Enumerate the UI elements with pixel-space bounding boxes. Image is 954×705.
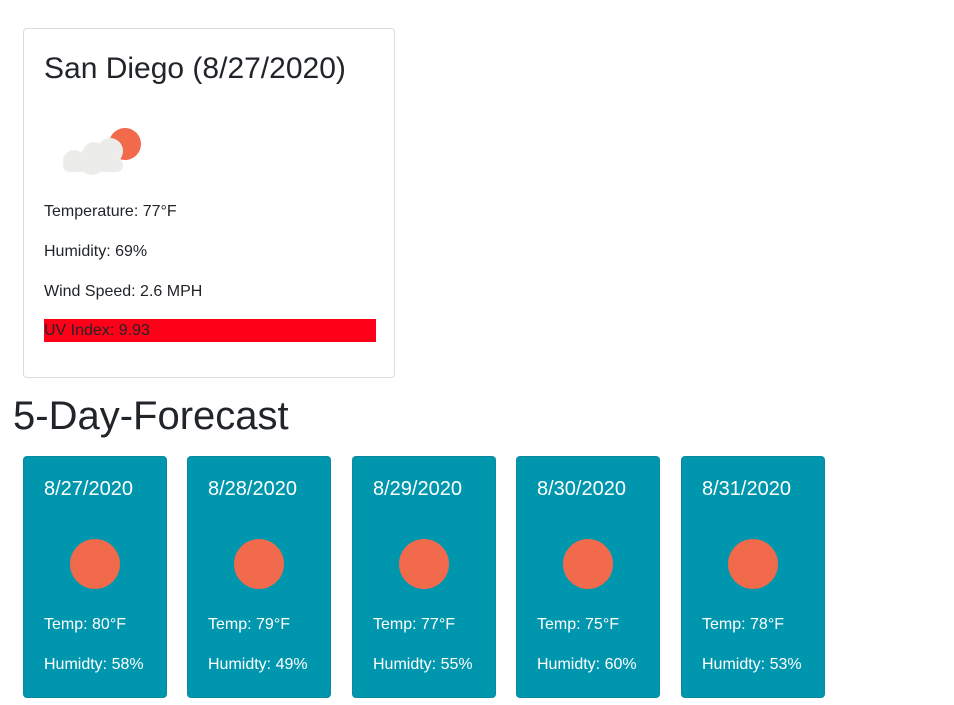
- forecast-heading: 5-Day-Forecast: [13, 394, 289, 438]
- forecast-humidity: Humidty: 55%: [373, 656, 473, 673]
- forecast-temp: Temp: 80°F: [44, 616, 126, 633]
- sun-icon: [234, 539, 284, 589]
- forecast-card: 8/29/2020 Temp: 77°F Humidty: 55%: [352, 456, 496, 698]
- forecast-card: 8/27/2020 Temp: 80°F Humidty: 58%: [23, 456, 167, 698]
- current-humidity: Humidity: 69%: [44, 243, 148, 260]
- partly-cloudy-icon: [63, 128, 141, 175]
- sun-icon: [728, 539, 778, 589]
- forecast-card: 8/31/2020 Temp: 78°F Humidty: 53%: [681, 456, 825, 698]
- forecast-date: 8/27/2020: [44, 478, 133, 500]
- city-title: San Diego (8/27/2020): [44, 52, 346, 85]
- current-wind-speed: Wind Speed: 2.6 MPH: [44, 283, 203, 300]
- sun-icon: [70, 539, 120, 589]
- forecast-date: 8/28/2020: [208, 478, 297, 500]
- forecast-date: 8/29/2020: [373, 478, 462, 500]
- forecast-humidity: Humidty: 60%: [537, 656, 637, 673]
- current-weather-card: San Diego (8/27/2020) Temperature: 77°F …: [23, 28, 395, 378]
- forecast-date: 8/31/2020: [702, 478, 791, 500]
- forecast-humidity: Humidty: 53%: [702, 656, 802, 673]
- sun-icon: [399, 539, 449, 589]
- sun-icon: [563, 539, 613, 589]
- forecast-humidity: Humidty: 58%: [44, 656, 144, 673]
- forecast-card: 8/28/2020 Temp: 79°F Humidty: 49%: [187, 456, 331, 698]
- forecast-temp: Temp: 79°F: [208, 616, 290, 633]
- forecast-list: 8/27/2020 Temp: 80°F Humidty: 58% 8/28/2…: [0, 456, 954, 698]
- forecast-temp: Temp: 78°F: [702, 616, 784, 633]
- forecast-temp: Temp: 75°F: [537, 616, 619, 633]
- forecast-temp: Temp: 77°F: [373, 616, 455, 633]
- forecast-date: 8/30/2020: [537, 478, 626, 500]
- forecast-humidity: Humidty: 49%: [208, 656, 308, 673]
- forecast-card: 8/30/2020 Temp: 75°F Humidty: 60%: [516, 456, 660, 698]
- uv-index-badge: UV Index: 9.93: [44, 319, 376, 342]
- current-temperature: Temperature: 77°F: [44, 203, 177, 220]
